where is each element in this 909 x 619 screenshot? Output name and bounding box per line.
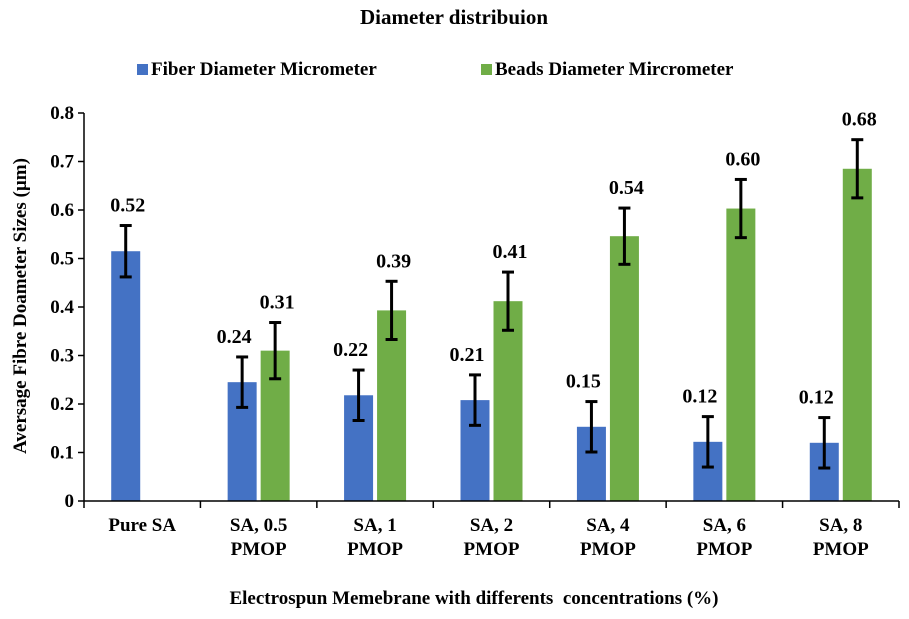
x-tick-label-line: PMOP <box>696 539 752 560</box>
x-tick-label: Pure SA <box>108 515 176 536</box>
x-tick-label-line: PMOP <box>347 539 403 560</box>
data-label-fiber: 0.22 <box>333 339 368 361</box>
legend-swatch-beads <box>481 64 492 75</box>
chart-title: Diameter distribuion <box>360 5 548 29</box>
y-tick-label: 0 <box>65 491 75 512</box>
data-label-beads: 0.39 <box>376 250 411 272</box>
legend: Fiber Diameter Micrometer Beads Diameter… <box>137 59 734 80</box>
data-label-fiber: 0.15 <box>566 371 601 393</box>
x-tick-label-line: PMOP <box>580 539 636 560</box>
x-tick-label: SA, 6 PMOP <box>696 515 752 560</box>
x-tick-label-line: SA, 1 <box>353 515 396 536</box>
x-tick-label-line: SA, 4 <box>586 515 630 536</box>
bar-beads <box>377 310 407 501</box>
y-tick-label: 0.6 <box>50 200 74 221</box>
y-tick-label: 0.7 <box>50 152 74 173</box>
y-tick-label: 0.1 <box>50 443 74 464</box>
y-tick-label: 0.8 <box>50 103 74 124</box>
legend-swatch-fiber <box>137 64 148 75</box>
x-tick-label: SA, 8 PMOP <box>813 515 869 560</box>
x-tick-label: SA, 1 PMOP <box>347 515 403 560</box>
y-tick-label: 0.3 <box>50 346 74 367</box>
data-labels: 0.52 0.24 0.31 0.22 0.39 0.21 0.41 0.15 0.54 0.12… <box>110 109 877 409</box>
y-tick-label: 0.5 <box>50 249 74 270</box>
data-label-fiber: 0.21 <box>450 344 485 366</box>
x-tick-label-line: SA, 0.5 <box>230 515 288 536</box>
legend-label-beads: Beads Diameter Mircrometer <box>495 59 734 80</box>
error-bars <box>119 138 864 470</box>
y-axis-title: Aversage Fibre Doameter Sizes (µm) <box>10 158 31 454</box>
data-label-fiber: 0.24 <box>217 326 252 348</box>
bar-beads <box>493 301 523 501</box>
data-label-beads: 0.41 <box>493 241 528 263</box>
data-label-beads: 0.60 <box>725 148 760 170</box>
x-axis-title: Electrospun Memebrane with differents co… <box>229 588 718 609</box>
bar-fiber <box>111 251 141 501</box>
y-tick-label: 0.2 <box>50 394 74 415</box>
data-label-beads: 0.31 <box>260 292 295 314</box>
x-tick-label: SA, 0.5 PMOP <box>230 515 288 560</box>
bar-beads <box>726 208 756 502</box>
x-tick-label-line: PMOP <box>813 539 869 560</box>
data-label-beads: 0.68 <box>842 109 877 131</box>
data-label-fiber: 0.12 <box>799 387 834 409</box>
x-tick-label-line: PMOP <box>464 539 520 560</box>
x-tick-label-line: SA, 8 <box>819 515 862 536</box>
x-tick-label: SA, 4 PMOP <box>580 515 636 560</box>
bar-beads <box>609 236 639 501</box>
x-tick-label-line: PMOP <box>231 539 287 560</box>
data-label-fiber: 0.52 <box>110 195 145 217</box>
x-tick-label: SA, 2 PMOP <box>464 515 520 560</box>
data-label-beads: 0.54 <box>609 177 644 199</box>
legend-label-fiber: Fiber Diameter Micrometer <box>151 59 377 80</box>
y-axis: 0 0.1 0.2 0.3 0.4 0.5 0.6 0.7 0.8 <box>50 103 85 512</box>
bar-beads <box>842 168 872 501</box>
x-tick-label-line: Pure SA <box>108 515 176 536</box>
y-tick-label: 0.4 <box>50 297 74 318</box>
data-label-fiber: 0.12 <box>682 386 717 408</box>
bars <box>111 168 872 502</box>
x-tick-label-line: SA, 2 <box>470 515 513 536</box>
x-tick-label-line: SA, 6 <box>703 515 746 536</box>
